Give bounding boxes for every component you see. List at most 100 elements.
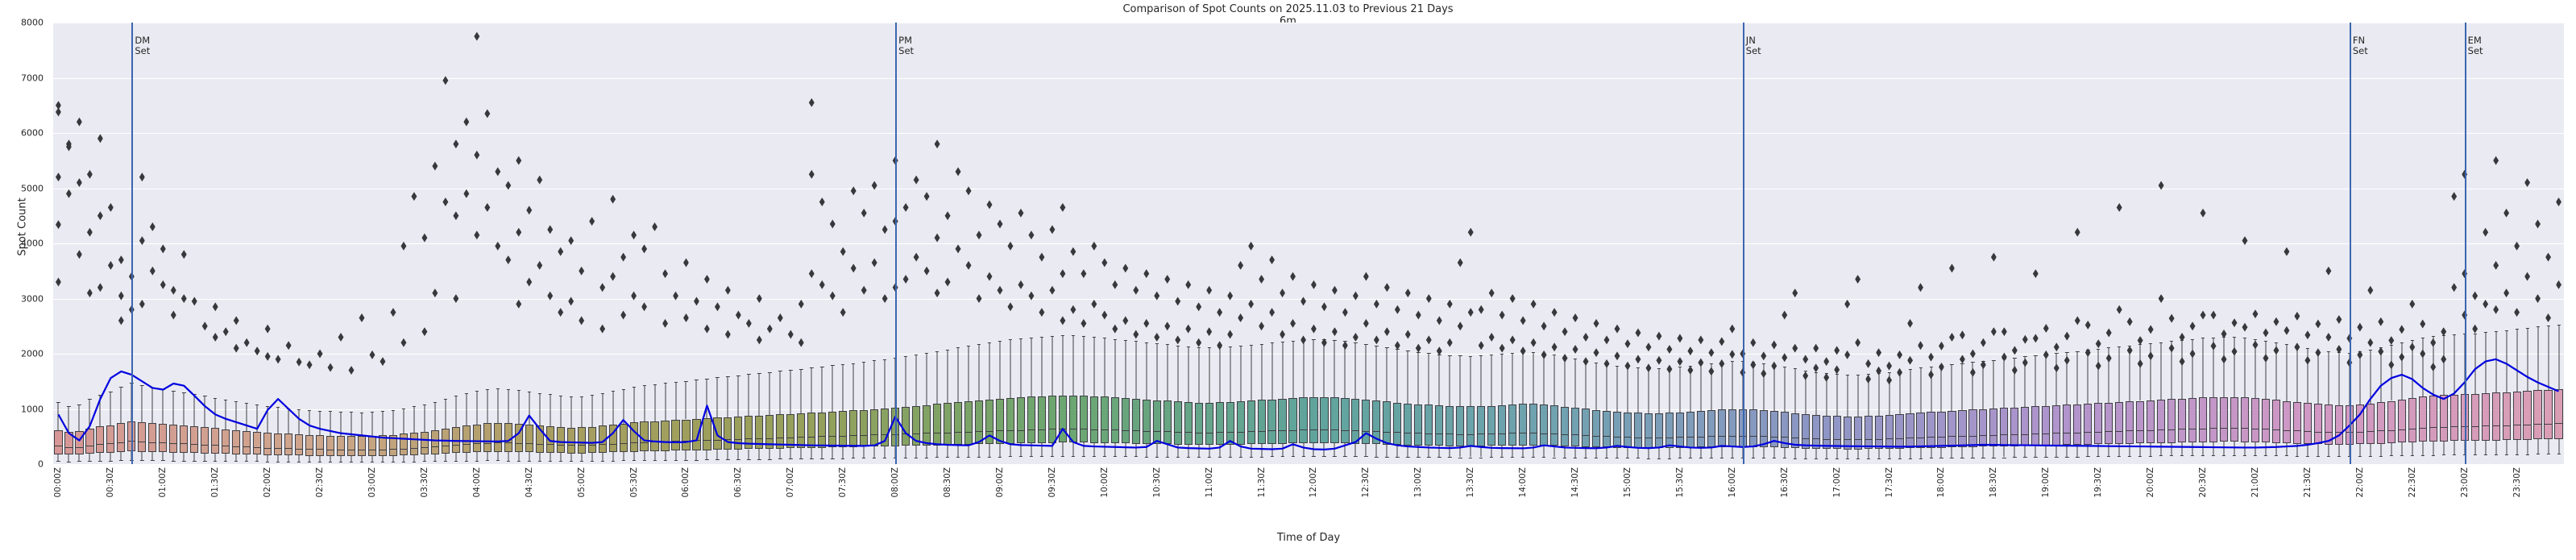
whisker-lower <box>1303 442 1304 456</box>
cap-lower <box>810 458 814 459</box>
median-line <box>1037 429 1046 430</box>
boxplot-box <box>1832 23 1841 464</box>
cap-upper <box>349 412 354 413</box>
whisker-upper <box>183 392 185 426</box>
whisker-lower <box>1993 446 1994 458</box>
boxplot-box <box>734 23 743 464</box>
cap-upper <box>1039 336 1044 338</box>
cap-upper <box>1709 363 1713 364</box>
boxplot-box <box>2105 23 2113 464</box>
median-line <box>995 430 1005 432</box>
median-line <box>2544 423 2553 425</box>
cap-lower <box>77 461 81 463</box>
cap-lower <box>1018 456 1023 458</box>
box-body <box>1927 412 1935 448</box>
median-line <box>1226 432 1234 433</box>
box-body <box>2136 400 2145 444</box>
whisker-lower <box>623 452 624 461</box>
cap-upper <box>600 392 604 394</box>
median-line <box>1257 430 1266 432</box>
median-line <box>629 442 638 444</box>
cap-upper <box>1636 367 1641 369</box>
boxplot-box <box>211 23 220 464</box>
median-line <box>1853 439 1862 441</box>
boxplot-box <box>974 23 984 464</box>
x-tick-label: 18:00Z <box>1936 467 1947 498</box>
whisker-upper <box>214 397 216 429</box>
whisker-lower <box>2328 444 2329 456</box>
boxplot-box <box>316 23 325 464</box>
x-tick-label: 02:30Z <box>315 467 326 498</box>
whisker-lower <box>1533 445 1534 458</box>
boxplot-box <box>2063 23 2072 464</box>
whisker-lower <box>832 447 833 458</box>
cap-lower <box>1197 457 1201 458</box>
cap-upper <box>1448 355 1452 356</box>
whisker-upper <box>1533 351 1534 404</box>
x-tick-label: 19:30Z <box>2093 467 2104 498</box>
whisker-lower <box>351 456 352 462</box>
cap-lower <box>2483 454 2487 456</box>
boxplot-box <box>1864 23 1873 464</box>
whisker-upper <box>2401 342 2403 400</box>
whisker-upper <box>1868 374 1869 417</box>
box-body <box>106 425 115 453</box>
cap-upper <box>56 402 60 404</box>
box-body <box>1769 411 1778 448</box>
cap-lower <box>2368 455 2372 457</box>
boxplot-box <box>2554 23 2563 464</box>
cap-lower <box>1008 456 1013 458</box>
boxplot-box <box>1456 23 1465 464</box>
median-line <box>2282 429 2291 431</box>
median-line <box>2209 428 2218 429</box>
cap-lower <box>1898 458 1902 459</box>
whisker-lower <box>685 450 687 460</box>
cap-lower <box>757 458 761 460</box>
boxplot-box <box>786 23 795 464</box>
whisker-upper <box>330 411 331 436</box>
box-body <box>619 423 628 453</box>
gridline <box>53 409 2564 410</box>
event-line-dm <box>131 23 134 464</box>
whisker-upper <box>1093 336 1095 396</box>
x-tick-label: 16:30Z <box>1779 467 1790 498</box>
whisker-lower <box>1386 444 1388 457</box>
cap-upper <box>2107 347 2111 349</box>
whisker-upper <box>497 388 499 423</box>
box-body <box>671 420 680 451</box>
cap-lower <box>998 456 1002 458</box>
whisker-upper <box>319 410 321 436</box>
box-body <box>577 427 586 454</box>
cap-upper <box>1793 368 1797 370</box>
cap-lower <box>1186 457 1190 458</box>
whisker-upper <box>1847 374 1848 417</box>
median-line <box>1801 438 1810 439</box>
box-body <box>75 430 84 454</box>
x-tick-label: 21:30Z <box>2302 467 2313 498</box>
cap-upper <box>1835 374 1839 375</box>
whisker-upper <box>2160 342 2162 400</box>
boxplot-box <box>1989 23 1998 464</box>
cap-upper <box>1427 353 1431 355</box>
boxplot-box <box>2209 23 2218 464</box>
whisker-lower <box>999 443 1001 457</box>
cap-upper <box>214 397 218 399</box>
box-body <box>1058 396 1067 443</box>
cap-lower <box>537 460 541 462</box>
box-body <box>336 435 346 456</box>
cap-lower <box>736 458 740 460</box>
whisker-upper <box>1282 341 1284 399</box>
box-body <box>409 433 418 455</box>
median-line <box>745 438 753 440</box>
boxplot-box <box>127 23 136 464</box>
box-body <box>2303 403 2312 444</box>
boxplot-box <box>1184 23 1193 464</box>
cap-upper <box>2368 350 2372 351</box>
cap-upper <box>1887 371 1891 373</box>
median-line <box>243 446 251 448</box>
whisker-lower <box>1700 447 1702 458</box>
median-line <box>2355 432 2364 433</box>
boxplot-box <box>535 23 544 464</box>
box-body <box>430 429 439 454</box>
whisker-upper <box>1365 343 1367 400</box>
